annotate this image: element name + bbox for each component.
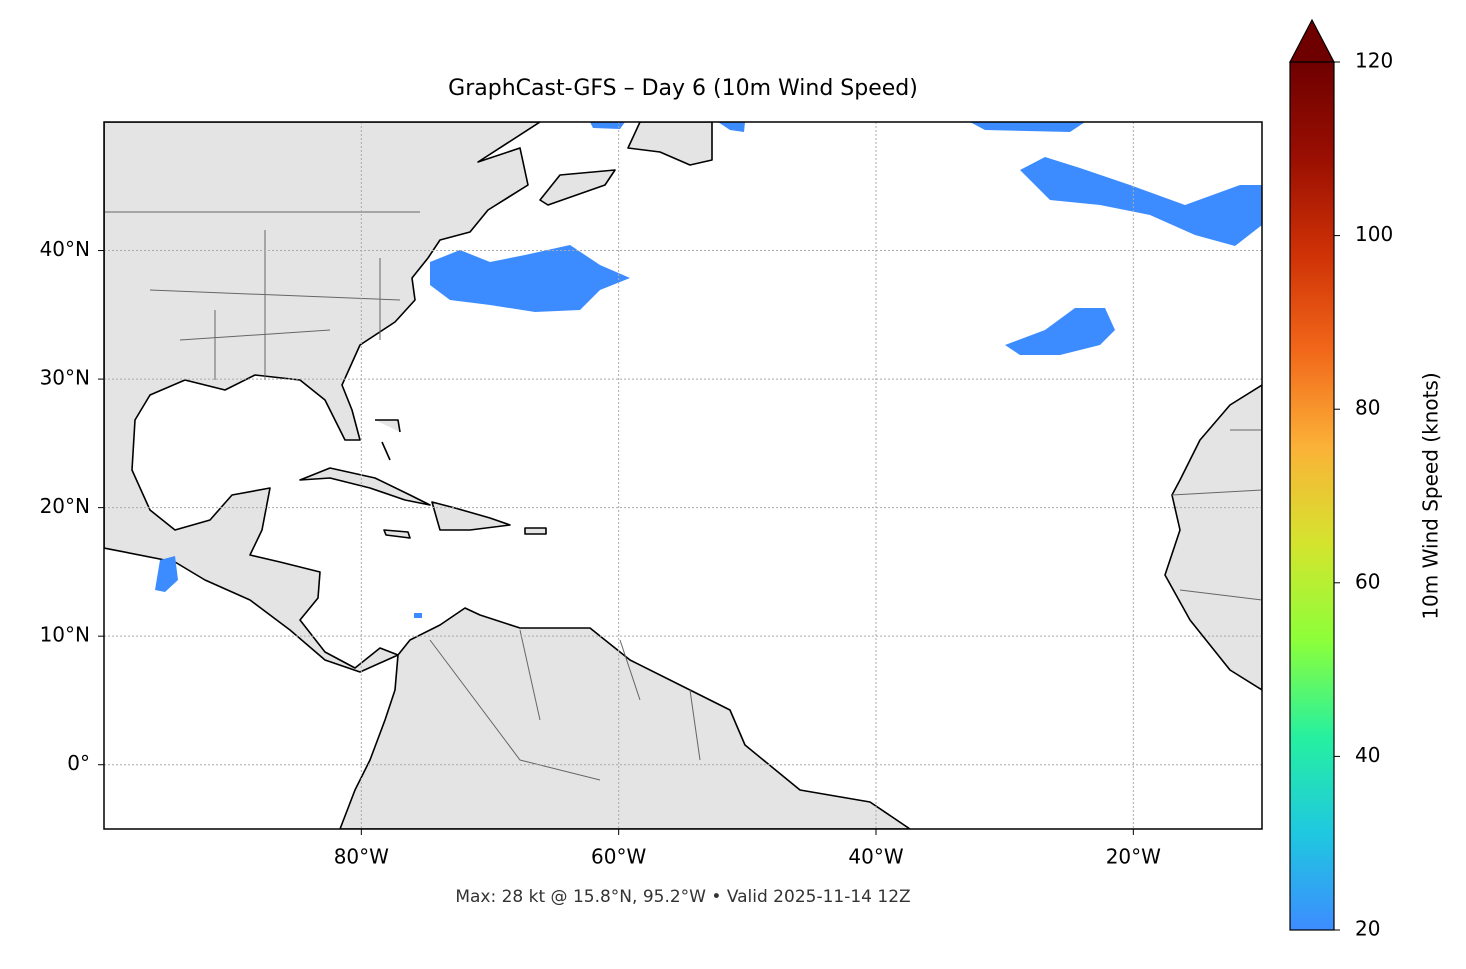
borders bbox=[104, 211, 1262, 781]
south-america bbox=[339, 607, 911, 829]
colorbar-extend bbox=[1289, 18, 1335, 63]
y-tick-label: 0° bbox=[67, 751, 90, 775]
bahamas bbox=[375, 419, 401, 461]
footnote: Max: 28 kt @ 15.8°N, 95.2°W • Valid 2025… bbox=[455, 887, 910, 907]
africa bbox=[1164, 384, 1262, 691]
newfoundland bbox=[627, 122, 713, 166]
wind-area bbox=[1005, 308, 1115, 355]
colorbar-tick-label: 40 bbox=[1355, 743, 1380, 767]
wind-area bbox=[430, 245, 630, 312]
puerto-rico bbox=[524, 527, 547, 535]
chart-title: GraphCast-GFS – Day 6 (10m Wind Speed) bbox=[448, 76, 918, 101]
x-tick-label: 40°W bbox=[848, 845, 903, 869]
jamaica bbox=[383, 529, 411, 539]
wind-area bbox=[970, 122, 1085, 132]
wind-area bbox=[590, 122, 745, 132]
cuba bbox=[299, 467, 431, 506]
y-tick-label: 30°N bbox=[40, 366, 90, 390]
y-tick-label: 20°N bbox=[40, 494, 90, 518]
wind-area bbox=[414, 613, 422, 618]
map-frame bbox=[103, 121, 1263, 830]
colorbar-tick-label: 100 bbox=[1355, 222, 1393, 246]
colorbar-label: 10m Wind Speed (knots) bbox=[1419, 372, 1443, 619]
x-tick-label: 60°W bbox=[591, 845, 646, 869]
y-tick-label: 10°N bbox=[40, 623, 90, 647]
map bbox=[104, 122, 1262, 829]
y-tick-label: 40°N bbox=[40, 237, 90, 261]
colorbar-tick-label: 120 bbox=[1355, 49, 1393, 73]
nova-scotia bbox=[539, 169, 616, 206]
hispaniola bbox=[431, 501, 511, 531]
colorbar bbox=[1289, 61, 1335, 931]
colorbar-tick-label: 20 bbox=[1355, 917, 1380, 941]
wind-area bbox=[155, 556, 178, 592]
wind-area bbox=[1020, 157, 1262, 246]
x-tick-label: 20°W bbox=[1106, 845, 1161, 869]
colorbar-tick-label: 60 bbox=[1355, 569, 1380, 593]
colorbar-tick-label: 80 bbox=[1355, 396, 1380, 420]
north-america bbox=[104, 122, 541, 673]
x-tick-label: 80°W bbox=[334, 845, 389, 869]
